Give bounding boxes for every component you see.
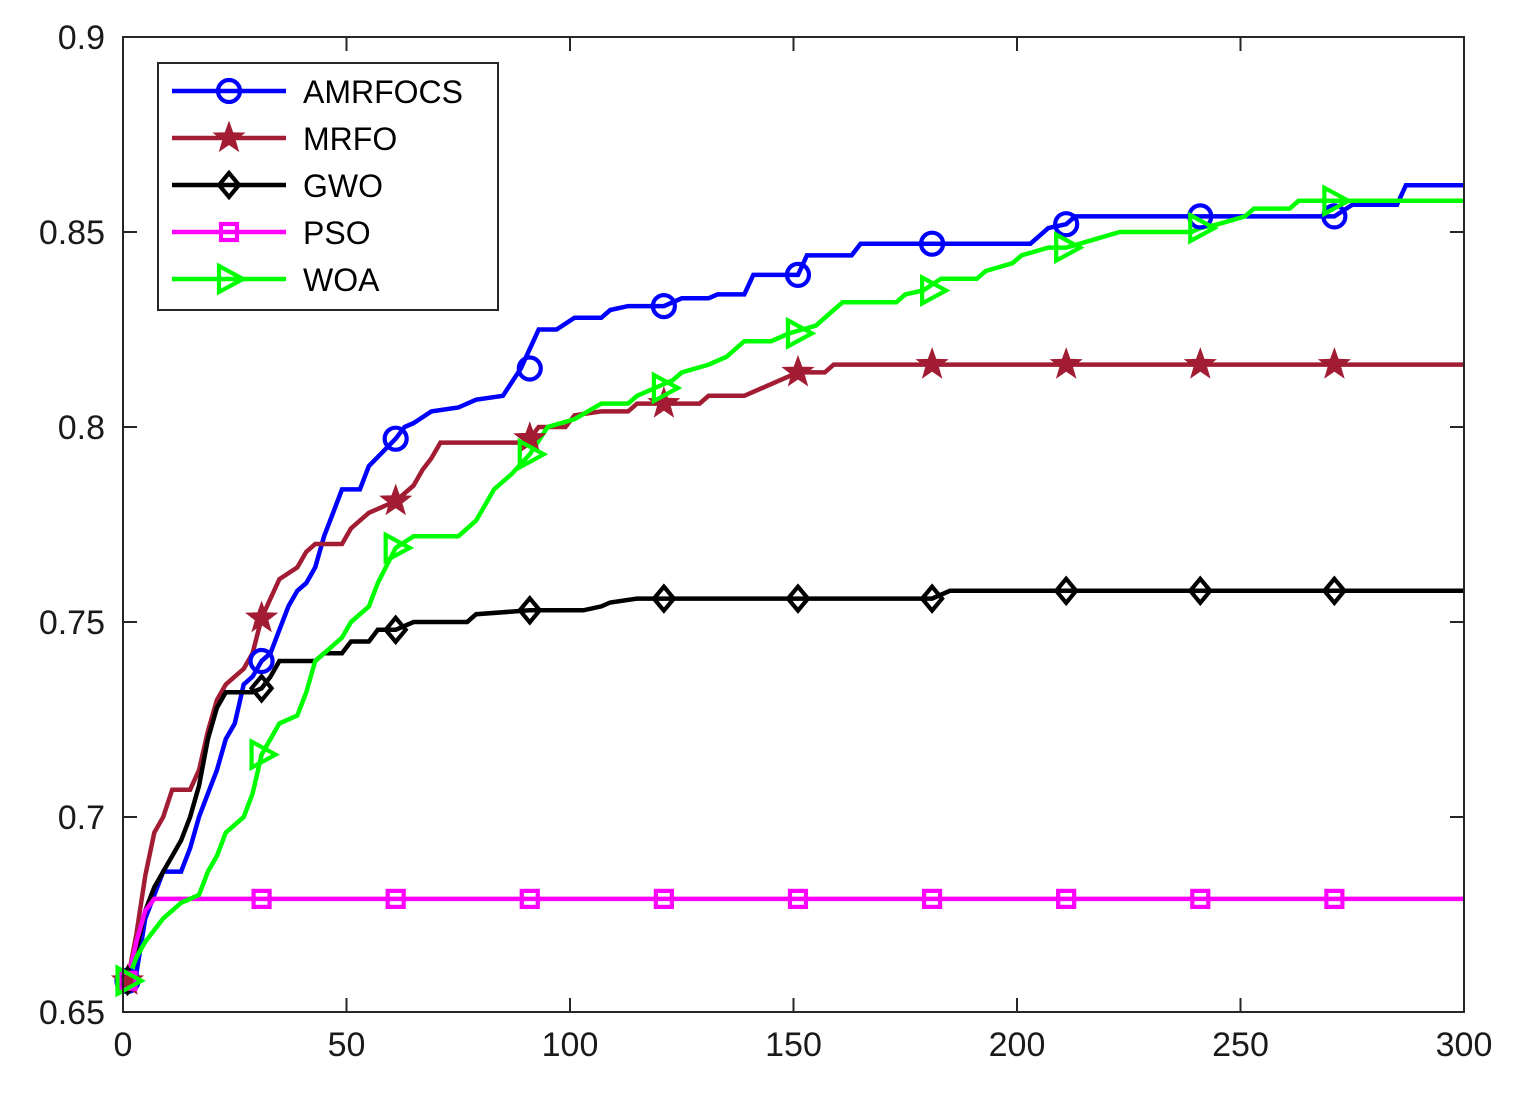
series-marker-pso xyxy=(1324,888,1345,910)
series-marker-woa xyxy=(1054,231,1085,265)
series-marker-woa xyxy=(785,316,817,350)
series-marker-amrfocs xyxy=(248,647,275,675)
series-marker-gwo xyxy=(517,595,543,626)
series-marker-pso xyxy=(921,888,943,910)
series-marker-woa xyxy=(383,531,415,565)
series-marker-gwo xyxy=(1321,575,1348,607)
x-tick-label: 250 xyxy=(1212,1026,1269,1064)
series-line-gwo xyxy=(125,588,1464,982)
series-marker-woa xyxy=(919,273,951,308)
y-tick-label: 0.8 xyxy=(58,409,105,447)
series-marker-woa xyxy=(1188,211,1219,245)
series-marker-woa xyxy=(1322,184,1353,218)
x-tick-label: 150 xyxy=(765,1026,822,1064)
series-marker-mrfo xyxy=(1317,347,1352,379)
legend-marker-mrfo xyxy=(212,120,246,153)
x-tick-label: 200 xyxy=(989,1026,1046,1064)
legend-label-woa: WOA xyxy=(303,262,380,298)
series-marker-gwo xyxy=(382,614,409,646)
series-marker-mrfo xyxy=(1183,347,1217,379)
series-marker-amrfocs xyxy=(1053,211,1080,238)
legend-label-gwo: GWO xyxy=(303,168,383,204)
series-marker-woa xyxy=(249,738,280,772)
series-marker-pso xyxy=(1056,888,1077,910)
series-marker-gwo xyxy=(1053,575,1079,607)
x-tick-label: 50 xyxy=(328,1026,366,1064)
series-marker-gwo xyxy=(651,583,677,614)
series-marker-woa xyxy=(651,371,683,405)
series-marker-amrfocs xyxy=(650,293,677,320)
legend-entry-amrfocs: AMRFOCS xyxy=(172,74,463,110)
y-tick-label: 0.85 xyxy=(39,214,105,252)
series-marker-gwo xyxy=(1187,575,1214,607)
y-tick-label: 0.75 xyxy=(39,604,105,642)
series-marker-mrfo xyxy=(244,600,279,633)
legend-label-mrfo: MRFO xyxy=(303,121,397,157)
legend: AMRFOCS MRFO GWO PSO WOA xyxy=(157,62,499,311)
series-marker-mrfo xyxy=(915,347,949,379)
axes: 0 50 100 150 200 250 300 0.65 0.7 0.75 0.8 0.85 0.9 xyxy=(39,19,1493,1064)
series-marker-pso xyxy=(653,888,674,910)
legend-marker-pso xyxy=(218,221,240,243)
x-tick-label: 300 xyxy=(1436,1026,1493,1064)
series-marker-amrfocs xyxy=(918,230,946,257)
legend-entry-gwo: GWO xyxy=(172,168,383,204)
series-marker-pso xyxy=(1190,888,1211,910)
legend-entry-mrfo: MRFO xyxy=(172,120,397,157)
legend-marker-amrfocs xyxy=(215,77,243,105)
series-marker-pso xyxy=(519,888,540,910)
series-marker-amrfocs xyxy=(784,261,812,288)
series-markers xyxy=(110,184,1353,998)
series-marker-gwo xyxy=(785,583,811,614)
series-marker-mrfo xyxy=(379,483,413,516)
legend-label-pso: PSO xyxy=(303,215,371,251)
series-line-woa xyxy=(125,198,1464,982)
series-marker-mrfo xyxy=(781,354,815,387)
x-tick-label: 0 xyxy=(114,1026,133,1064)
series-marker-gwo xyxy=(919,583,945,614)
legend-marker-gwo xyxy=(216,169,242,201)
series-marker-woa xyxy=(517,437,549,471)
series-marker-pso xyxy=(787,888,809,910)
legend-label-amrfocs: AMRFOCS xyxy=(303,74,463,110)
legend-entry-woa: WOA xyxy=(172,262,380,298)
series-marker-pso xyxy=(385,888,406,910)
y-tick-label: 0.65 xyxy=(39,994,105,1032)
y-tick-label: 0.9 xyxy=(58,19,105,57)
series-marker-woa xyxy=(115,964,146,998)
series-marker-pso xyxy=(251,888,272,910)
legend-entry-pso: PSO xyxy=(172,215,371,251)
legend-marker-woa xyxy=(216,262,248,296)
series-marker-amrfocs xyxy=(382,425,409,452)
x-tick-label: 100 xyxy=(542,1026,599,1064)
series-marker-gwo xyxy=(248,673,275,704)
series-line-pso xyxy=(125,896,1464,982)
y-tick-label: 0.7 xyxy=(58,799,105,837)
series-marker-amrfocs xyxy=(516,355,543,382)
series-marker-mrfo xyxy=(1049,347,1083,379)
